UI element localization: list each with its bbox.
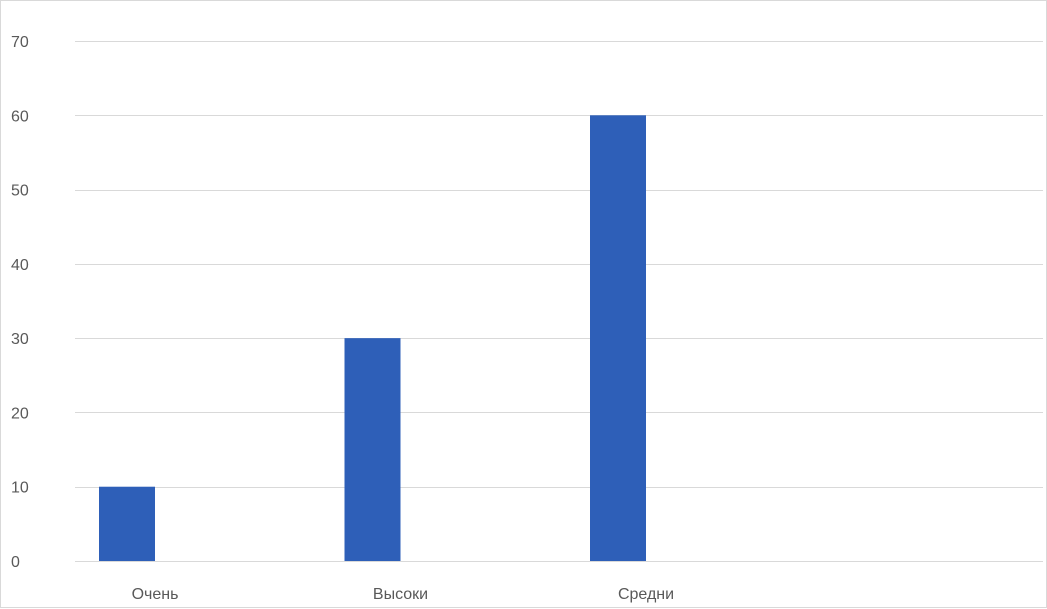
y-tick-label: 60	[11, 108, 29, 125]
y-tick-label: 40	[11, 257, 29, 274]
y-axis-ticks: 0 10 20 30 40 50 60 70	[11, 34, 29, 571]
y-tick-label: 20	[11, 405, 29, 422]
y-tick-label: 50	[11, 183, 29, 200]
bar	[99, 486, 155, 561]
bar	[344, 338, 401, 561]
bars	[99, 115, 646, 562]
x-tick-label: Очень	[132, 586, 179, 603]
x-axis-ticks: Очень Высоки Средни	[132, 586, 674, 603]
y-tick-label: 0	[11, 554, 20, 571]
y-tick-label: 30	[11, 331, 29, 348]
x-tick-label: Высоки	[373, 586, 428, 603]
y-tick-label: 10	[11, 480, 29, 497]
y-tick-label: 70	[11, 34, 29, 51]
bar	[590, 115, 646, 562]
gridlines	[75, 41, 1043, 562]
x-tick-label: Средни	[618, 586, 674, 603]
